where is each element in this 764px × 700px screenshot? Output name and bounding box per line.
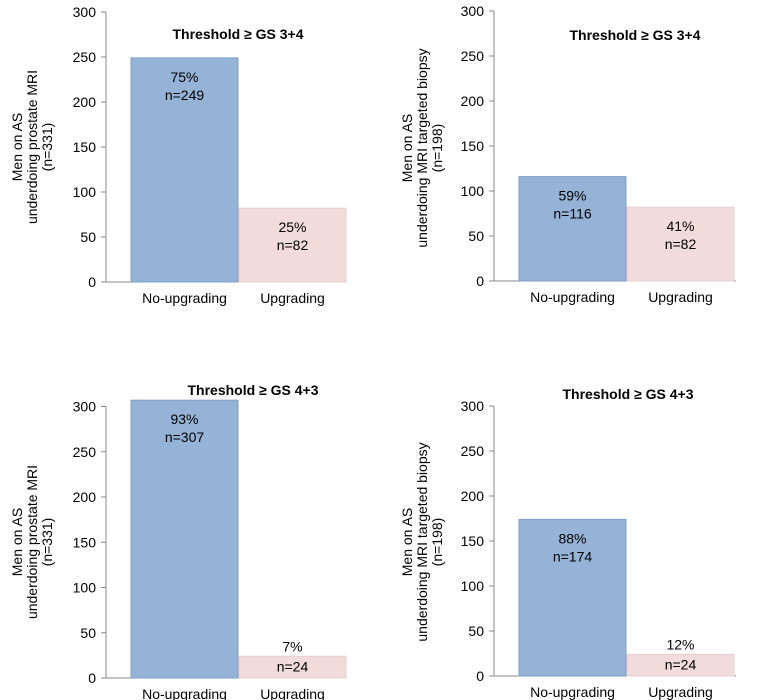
y-axis-label-line: underdoing prostate MRI [24, 70, 40, 224]
chart-panel-4: Threshold ≥ GS 4+3 Men on ASunderdoing MR… [399, 386, 736, 700]
x-tick-label: No-upgrading [530, 289, 615, 305]
y-tick-label: 250 [461, 48, 485, 64]
y-axis-label-line: (n=331) [39, 518, 55, 567]
bar-count-label: n=24 [277, 658, 309, 674]
y-tick-label: 250 [73, 444, 97, 460]
x-tick-label: No-upgrading [142, 686, 227, 700]
y-axis-label: Men on ASunderdoing MRI targeted biopsy(… [399, 442, 445, 641]
y-tick-label: 100 [73, 184, 97, 200]
chart-panel-1: Threshold ≥ GS 3+4 Men on ASunderdoing pr… [9, 4, 347, 306]
bar-count-label: n=82 [665, 236, 697, 252]
y-axis-label-line: Men on AS [399, 114, 415, 183]
y-tick-label: 100 [461, 183, 485, 199]
y-axis-label-line: Men on AS [9, 508, 25, 577]
y-axis-label-line: (n=331) [39, 123, 55, 172]
bar-count-label: n=307 [165, 429, 205, 445]
y-axis-label: Men on ASunderdoing prostate MRI(n=331) [9, 465, 55, 619]
x-tick-label: No-upgrading [142, 290, 227, 306]
bar-percent-label: 59% [558, 188, 586, 204]
y-axis-label-line: Men on AS [399, 508, 415, 577]
chart-title: Threshold ≥ GS 4+3 [563, 386, 694, 402]
bar-no-upgrading [518, 518, 627, 677]
y-tick-label: 0 [88, 274, 96, 290]
y-tick-label: 300 [461, 398, 485, 414]
bar-no-upgrading [130, 399, 239, 679]
bar-no-upgrading [130, 57, 239, 283]
bar-percent-label: 75% [170, 69, 198, 85]
y-tick-label: 0 [476, 273, 484, 289]
y-axis-label-line: underdoing MRI targeted biopsy [414, 442, 430, 641]
y-axis-label-line: underdoing prostate MRI [24, 465, 40, 619]
bar-upgrading [626, 206, 735, 282]
y-axis-label: Men on ASunderdoing prostate MRI(n=331) [9, 70, 55, 224]
bar-count-label: n=249 [165, 87, 205, 103]
y-axis-label-line: Men on AS [9, 113, 25, 182]
y-tick-label: 300 [461, 3, 485, 19]
y-tick-label: 150 [461, 138, 485, 154]
bar-count-label: n=24 [665, 656, 697, 672]
x-tick-label: No-upgrading [530, 684, 615, 700]
chart-panel-2: Threshold ≥ GS 3+4 Men on ASunderdoing MR… [399, 3, 736, 305]
y-axis-label-line: underdoing MRI targeted biopsy [414, 48, 430, 247]
y-axis-label: Men on ASunderdoing MRI targeted biopsy(… [399, 48, 445, 247]
x-tick-label: Upgrading [648, 289, 713, 305]
x-tick-label: Upgrading [648, 684, 713, 700]
y-axis-label-line: (n=198) [429, 124, 445, 173]
y-tick-label: 250 [461, 443, 485, 459]
x-tick-label: Upgrading [260, 290, 325, 306]
chart-title: Threshold ≥ GS 4+3 [188, 382, 319, 398]
y-tick-label: 250 [73, 49, 97, 65]
bar-percent-label: 25% [278, 219, 306, 235]
y-tick-label: 0 [88, 670, 96, 686]
y-tick-label: 100 [73, 580, 97, 596]
bar-percent-label: 93% [170, 411, 198, 427]
y-tick-label: 300 [73, 4, 97, 20]
y-tick-label: 300 [73, 399, 97, 415]
y-tick-label: 200 [461, 488, 485, 504]
y-tick-label: 50 [468, 623, 484, 639]
y-tick-label: 0 [476, 668, 484, 684]
bar-percent-label: 7% [282, 638, 302, 654]
bar-no-upgrading [518, 176, 627, 282]
bar-count-label: n=174 [553, 548, 593, 564]
y-tick-label: 100 [461, 578, 485, 594]
bar-percent-label: 88% [558, 530, 586, 546]
y-tick-label: 200 [73, 489, 97, 505]
chart-title: Threshold ≥ GS 3+4 [173, 26, 304, 42]
bar-count-label: n=116 [553, 206, 591, 222]
bar-percent-label: 12% [666, 636, 694, 652]
bar-count-label: n=82 [277, 237, 309, 253]
y-tick-label: 50 [80, 625, 96, 641]
y-tick-label: 200 [461, 93, 485, 109]
bar-upgrading [626, 653, 735, 677]
x-tick-label: Upgrading [260, 686, 325, 700]
chart-panel-3: Threshold ≥ GS 4+3 Men on ASunderdoing pr… [9, 382, 347, 700]
bar-upgrading [238, 655, 347, 679]
y-tick-label: 50 [468, 228, 484, 244]
y-tick-label: 50 [80, 229, 96, 245]
y-tick-label: 150 [73, 139, 97, 155]
bar-percent-label: 41% [666, 218, 694, 234]
y-axis-label-line: (n=198) [429, 518, 445, 567]
chart-title: Threshold ≥ GS 3+4 [570, 27, 701, 43]
y-tick-label: 150 [73, 534, 97, 550]
bar-upgrading [238, 207, 347, 283]
y-tick-label: 150 [461, 533, 485, 549]
y-tick-label: 200 [73, 94, 97, 110]
